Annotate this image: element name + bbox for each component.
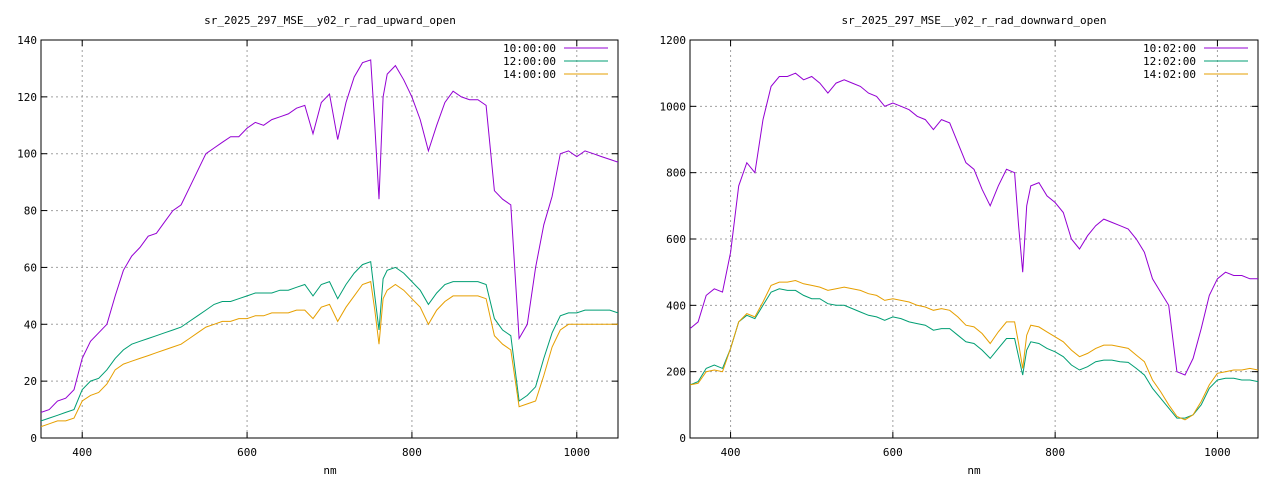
y-tick-label: 0 [679,432,686,445]
x-axis-label: nm [967,464,981,477]
x-tick-label: 400 [72,446,92,459]
y-tick-label: 60 [24,261,37,274]
plot-frame [40,39,619,439]
chart-panel-2: 0 200 400 600 800 1000 1200 400 600 800 1000 sr_202… [660,14,1259,477]
y-tick-label: 40 [24,318,37,331]
y-tick-label: 20 [24,375,37,388]
x-tick-label: 400 [721,446,741,459]
y-tick-label: 120 [17,91,37,104]
series-line-3 [41,280,618,428]
y-tick-label: 600 [666,233,686,246]
x-tick-label: 800 [402,446,422,459]
y-tick-label: 800 [666,167,686,180]
x-axis-label: nm [323,464,337,477]
y-tick-label: 0 [30,432,37,445]
legend-label: 10:00:00 [503,42,556,55]
y-tick-label: 140 [17,34,37,47]
series-line-1 [690,72,1258,376]
legend-label: 10:02:00 [1143,42,1196,55]
legend-label: 14:00:00 [503,68,556,81]
chart-title: sr_2025_297_MSE__y02_r_rad_upward_open [204,14,456,27]
series-line-3 [690,279,1258,421]
chart-title: sr_2025_297_MSE__y02_r_rad_downward_open [842,14,1107,27]
x-tick-label: 800 [1045,446,1065,459]
legend-label: 12:00:00 [503,55,556,68]
legend-label: 12:02:00 [1143,55,1196,68]
y-tick-label: 100 [17,148,37,161]
legend-label: 14:02:00 [1143,68,1196,81]
series-line-2 [690,288,1258,419]
x-tick-label: 600 [883,446,903,459]
x-tick-label: 1000 [1204,446,1231,459]
x-tick-label: 1000 [564,446,591,459]
chart-panel-1: 0 20 40 60 80 100 120 140 400 600 800 1000 sr_2025_2… [17,14,619,477]
y-tick-label: 200 [666,366,686,379]
y-tick-label: 1200 [660,34,687,47]
y-tick-label: 400 [666,299,686,312]
y-tick-label: 1000 [660,100,687,113]
y-tick-label: 80 [24,205,37,218]
series-line-2 [41,261,618,422]
x-tick-label: 600 [237,446,257,459]
series-line-1 [41,59,618,413]
